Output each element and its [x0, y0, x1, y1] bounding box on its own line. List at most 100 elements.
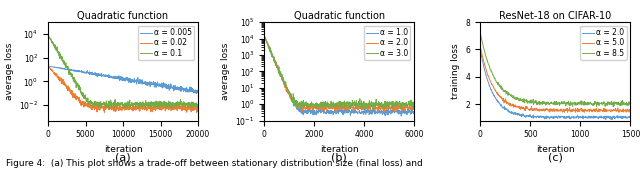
α = 3.0: [287, 96, 294, 98]
α = 5.0: [627, 109, 634, 111]
α = 2.0: [623, 117, 631, 119]
Text: (a): (a): [115, 152, 131, 162]
α = 2.0: [410, 107, 418, 109]
α = 0.005: [44, 65, 52, 67]
α = 2.0: [566, 115, 573, 117]
X-axis label: iteration: iteration: [320, 145, 358, 154]
α = 8.5: [627, 102, 634, 104]
α = 0.1: [124, 108, 131, 110]
X-axis label: iteration: iteration: [104, 145, 142, 154]
α = 1.0: [373, 109, 381, 112]
α = 0.1: [173, 101, 181, 103]
Legend: α = 0.005, α = 0.02, α = 0.1: α = 0.005, α = 0.02, α = 0.1: [138, 26, 195, 60]
α = 2.0: [548, 116, 556, 118]
α = 2.0: [373, 108, 381, 110]
α = 0.1: [131, 104, 139, 106]
α = 1.0: [349, 111, 356, 113]
α = 0.005: [195, 91, 202, 93]
α = 0.1: [53, 46, 61, 48]
α = 1.0: [328, 110, 336, 112]
X-axis label: iteration: iteration: [536, 145, 575, 154]
Line: α = 0.1: α = 0.1: [48, 35, 198, 109]
α = 3.0: [373, 103, 381, 105]
α = 1.0: [410, 111, 418, 113]
α = 5.0: [476, 46, 484, 48]
Y-axis label: average loss: average loss: [221, 43, 230, 100]
α = 2.0: [627, 117, 634, 119]
Title: Quadratic function: Quadratic function: [294, 11, 385, 21]
α = 0.005: [193, 92, 200, 95]
Legend: α = 1.0, α = 2.0, α = 3.0: α = 1.0, α = 2.0, α = 3.0: [364, 26, 410, 60]
α = 2.0: [548, 117, 556, 119]
α = 8.5: [600, 103, 607, 105]
α = 5.0: [561, 111, 568, 113]
α = 3.0: [360, 105, 368, 107]
α = 0.005: [173, 86, 181, 88]
Line: α = 8.5: α = 8.5: [480, 33, 630, 107]
α = 2.0: [476, 48, 484, 50]
α = 2.0: [287, 98, 294, 100]
Line: α = 1.0: α = 1.0: [264, 36, 414, 116]
α = 1.0: [360, 110, 368, 113]
α = 8.5: [548, 101, 556, 103]
α = 2.0: [360, 106, 368, 108]
α = 2.0: [260, 35, 268, 37]
α = 0.02: [44, 65, 52, 67]
α = 1.0: [260, 35, 268, 37]
α = 0.02: [193, 111, 200, 113]
α = 0.02: [140, 106, 147, 108]
α = 5.0: [548, 109, 556, 111]
Text: (b): (b): [332, 152, 347, 162]
α = 2.0: [600, 117, 607, 119]
α = 3.0: [349, 102, 356, 104]
α = 3.0: [410, 109, 418, 111]
α = 5.0: [566, 109, 574, 111]
α = 8.5: [623, 104, 631, 106]
Line: α = 2.0: α = 2.0: [264, 36, 414, 112]
α = 5.0: [557, 108, 565, 110]
α = 5.0: [600, 110, 607, 112]
α = 8.5: [609, 106, 617, 108]
α = 2.0: [349, 106, 356, 108]
Line: α = 0.02: α = 0.02: [48, 66, 198, 112]
α = 0.1: [136, 104, 143, 106]
α = 2.0: [607, 118, 615, 121]
α = 0.02: [53, 76, 61, 78]
α = 2.0: [557, 116, 565, 118]
α = 0.005: [140, 82, 147, 84]
α = 1.0: [299, 111, 307, 113]
Text: Figure 4:  (a) This plot shows a trade-off between stationary distribution size : Figure 4: (a) This plot shows a trade-of…: [6, 159, 423, 168]
α = 0.005: [158, 86, 166, 88]
α = 1.0: [287, 92, 294, 95]
α = 0.1: [44, 34, 52, 36]
α = 8.5: [548, 103, 556, 105]
α = 0.005: [53, 67, 61, 69]
Text: (c): (c): [548, 152, 563, 162]
α = 8.5: [566, 103, 573, 105]
Line: α = 3.0: α = 3.0: [264, 36, 414, 110]
Y-axis label: training loss: training loss: [451, 44, 460, 99]
Legend: α = 2.0, α = 5.0, α = 8.5: α = 2.0, α = 5.0, α = 8.5: [580, 26, 627, 60]
α = 3.0: [410, 102, 418, 104]
α = 0.1: [195, 103, 202, 105]
Line: α = 2.0: α = 2.0: [480, 49, 630, 120]
α = 0.02: [158, 109, 166, 111]
Y-axis label: average loss: average loss: [4, 43, 13, 100]
α = 3.0: [260, 35, 268, 37]
α = 2.0: [374, 111, 381, 113]
α = 0.1: [158, 103, 166, 105]
α = 0.02: [131, 107, 139, 109]
α = 1.0: [397, 115, 405, 117]
α = 2.0: [299, 108, 307, 110]
Line: α = 5.0: α = 5.0: [480, 47, 630, 112]
Line: α = 0.005: α = 0.005: [48, 66, 198, 94]
Title: ResNet-18 on CIFAR-10: ResNet-18 on CIFAR-10: [499, 11, 611, 21]
α = 3.0: [299, 104, 307, 106]
α = 8.5: [476, 32, 484, 34]
α = 8.5: [557, 101, 565, 103]
α = 5.0: [623, 110, 631, 112]
α = 0.1: [140, 104, 148, 106]
α = 2.0: [328, 108, 336, 110]
α = 0.02: [135, 109, 143, 111]
α = 0.02: [173, 109, 181, 111]
